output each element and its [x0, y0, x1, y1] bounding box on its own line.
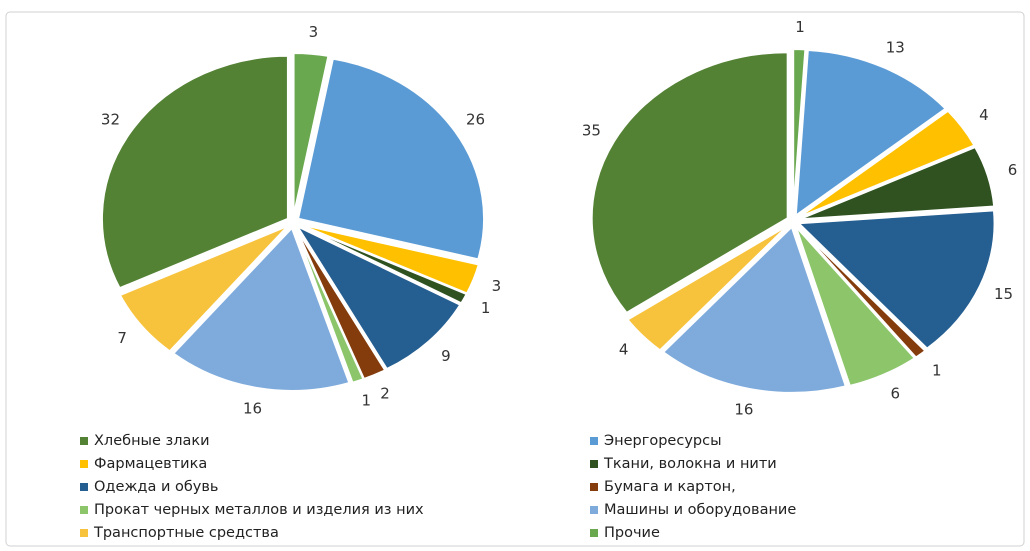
pie-slice: [796, 224, 927, 359]
pie-slice: [792, 48, 807, 216]
legend-marker: [590, 460, 598, 468]
slice-label: 9: [441, 347, 451, 365]
legend-marker: [80, 483, 88, 491]
pie-slice: [294, 223, 462, 371]
pie-slice: [794, 225, 917, 388]
legend-label: Энергоресурсы: [604, 433, 722, 449]
legend-marker: [590, 437, 598, 445]
slice-label: 3: [492, 277, 502, 295]
legend-label: Бумага и картон,: [604, 479, 736, 495]
legend-label: Одежда и обувь: [94, 479, 218, 495]
pie-slice: [661, 225, 848, 394]
slice-label: 6: [891, 384, 901, 402]
pie-slice: [297, 223, 469, 305]
slice-label: 15: [994, 285, 1013, 303]
slice-label: 1: [795, 18, 805, 36]
pie-slice: [796, 209, 996, 350]
pie-slice: [794, 48, 948, 218]
slice-label: 3: [309, 23, 319, 41]
slice-label: 1: [481, 299, 491, 317]
slice-label: 1: [361, 391, 371, 409]
legend-label: Фармацевтика: [94, 456, 207, 472]
legend-marker: [590, 483, 598, 491]
legend-marker: [80, 529, 88, 537]
pie-slice: [296, 57, 486, 261]
pie-slice: [171, 226, 351, 392]
pie-slice: [797, 109, 976, 219]
slice-label: 4: [979, 106, 989, 124]
legend-label: Прокат черных металлов и изделия из них: [94, 502, 424, 518]
legend-marker: [80, 506, 88, 514]
pie-slice: [625, 224, 790, 352]
legend-label: Ткани, волокна и нити: [603, 456, 777, 472]
legend-marker: [590, 529, 598, 537]
slice-label: 26: [466, 111, 485, 129]
slice-label: 32: [101, 111, 120, 129]
legend-marker: [590, 506, 598, 514]
pie-slice: [292, 52, 330, 217]
slice-label: 7: [117, 329, 127, 347]
pie-slice: [100, 54, 289, 290]
legend-label: Прочие: [604, 525, 660, 541]
slice-label: 4: [619, 341, 629, 359]
slice-label: 6: [1008, 161, 1018, 179]
slice-label: 35: [582, 122, 601, 140]
slice-label: 13: [886, 39, 905, 57]
legend-label: Машины и оборудование: [604, 502, 796, 518]
legend-label: Хлебные злаки: [94, 433, 210, 449]
legend-marker: [80, 437, 88, 445]
pie-slice: [294, 227, 365, 384]
legend-label: Транспортные средства: [93, 525, 279, 541]
slice-label: 16: [734, 401, 753, 419]
slice-label: 1: [932, 361, 942, 379]
slice-label: 2: [380, 385, 390, 403]
pie-slice: [118, 224, 289, 353]
slice-label: 16: [243, 399, 262, 417]
pie-slice: [798, 145, 996, 221]
pie-slice: [590, 51, 789, 315]
legend-marker: [80, 460, 88, 468]
